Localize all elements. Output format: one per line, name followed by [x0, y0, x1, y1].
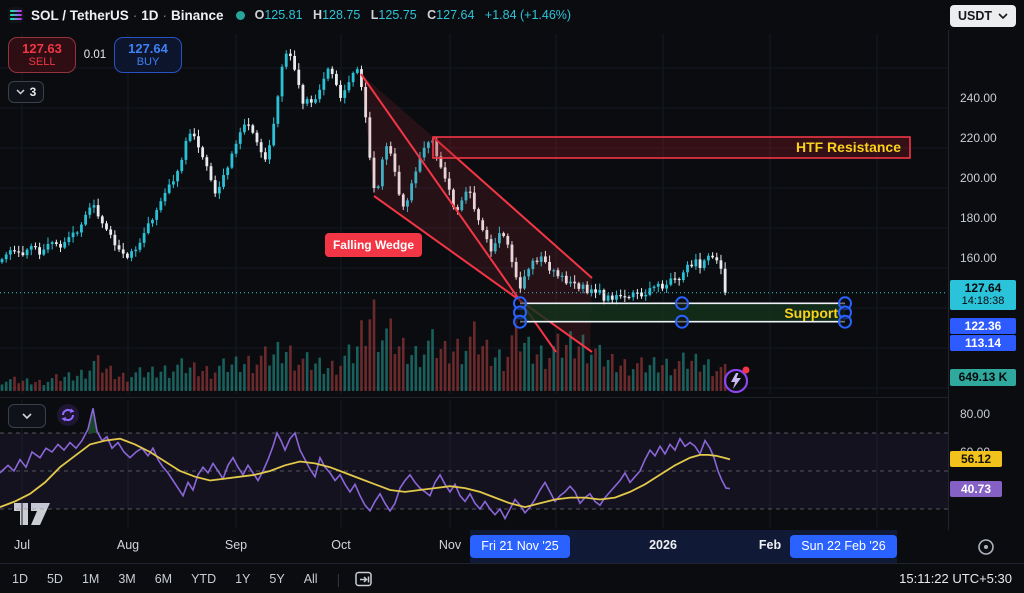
- indicator-collapse-button[interactable]: [8, 404, 46, 428]
- rsi-ma-badge: 56.12: [950, 451, 1002, 467]
- low-value: 125.75: [378, 8, 417, 22]
- price-axis[interactable]: 240.00 220.00 200.00 180.00 160.00 140.0…: [948, 30, 1024, 530]
- toolbar-divider: |: [336, 570, 341, 587]
- chevron-down-icon: [16, 89, 25, 95]
- zone-top-price-badge: 122.36: [950, 318, 1016, 334]
- range-3m[interactable]: 3M: [118, 571, 136, 586]
- bottom-toolbar: 1D 5D 1M 3M 6M YTD 1Y 5Y All | 15:11:22 …: [0, 563, 1024, 593]
- month-label: Jul: [14, 538, 30, 552]
- change-pct: (+1.46%): [520, 8, 572, 22]
- close-value: 127.64: [436, 8, 475, 22]
- chevron-down-icon: [22, 413, 32, 419]
- support-zone-handle[interactable]: [675, 314, 689, 329]
- range-5y[interactable]: 5Y: [269, 571, 285, 586]
- high-value: 128.75: [322, 8, 361, 22]
- falling-wedge-label[interactable]: Falling Wedge: [325, 233, 422, 257]
- current-price-badge: 127.64 14:18:38: [950, 280, 1016, 310]
- spread-value: 0.01: [83, 49, 107, 61]
- price-tick: 160.00: [960, 251, 997, 265]
- solana-symbol-icon: [8, 7, 24, 23]
- range-all[interactable]: All: [303, 571, 318, 586]
- range-5d[interactable]: 5D: [46, 571, 63, 586]
- notification-dot: [742, 366, 750, 374]
- go-to-date-icon[interactable]: [354, 570, 374, 588]
- flash-boost-icon[interactable]: [720, 363, 754, 395]
- rsi-value-badge: 40.73: [950, 481, 1002, 497]
- indicator-sync-icon[interactable]: [57, 404, 79, 426]
- volume-badge: 649.13 K: [950, 369, 1016, 386]
- support-zone-label[interactable]: Support: [784, 305, 838, 321]
- price-tick: 180.00: [960, 211, 997, 225]
- symbol-title[interactable]: SOL / TetherUS · 1D · Binance: [31, 7, 224, 23]
- year-label: 2026: [649, 538, 677, 552]
- chevron-down-icon: [998, 13, 1008, 19]
- month-label: Aug: [116, 538, 140, 552]
- month-label: Feb: [758, 538, 782, 552]
- price-tick: 220.00: [960, 131, 997, 145]
- bar-countdown: 14:18:38: [961, 295, 1005, 307]
- currency-dropdown[interactable]: USDT: [950, 5, 1016, 27]
- htf-resistance-label[interactable]: HTF Resistance: [795, 139, 901, 155]
- month-label: Sep: [224, 538, 248, 552]
- price-tick: 200.00: [960, 171, 997, 185]
- support-zone-handle[interactable]: [675, 296, 689, 311]
- support-zone-handle[interactable]: [838, 314, 852, 329]
- rsi-tick-80: 80.00: [960, 407, 991, 421]
- support-zone-handle[interactable]: [513, 314, 527, 329]
- range-1m[interactable]: 1M: [81, 571, 100, 586]
- month-label: Nov: [438, 538, 462, 552]
- market-status-dot: [235, 10, 245, 20]
- range-1d[interactable]: 1D: [12, 571, 28, 586]
- trade-panel: 127.63 SELL 0.01 127.64 BUY: [8, 37, 182, 73]
- timezone-settings-icon[interactable]: [976, 537, 996, 557]
- price-chart-canvas[interactable]: [0, 0, 948, 530]
- ohlc-values: O125.81 H128.75 L125.75 C127.64 +1.84 (+…: [254, 8, 572, 22]
- range-ytd[interactable]: YTD: [191, 571, 217, 586]
- range-1y[interactable]: 1Y: [235, 571, 251, 586]
- price-tick: 240.00: [960, 91, 997, 105]
- interval: 1D: [141, 7, 159, 23]
- month-label: Oct: [331, 538, 351, 552]
- session-clock[interactable]: 15:11:22 UTC+5:30: [899, 571, 1012, 586]
- chart-header: SOL / TetherUS · 1D · Binance O125.81 H128.7…: [0, 0, 1024, 30]
- range-6m[interactable]: 6M: [154, 571, 173, 586]
- change-value: +1.84: [484, 8, 517, 22]
- buy-button[interactable]: 127.64 BUY: [114, 37, 182, 73]
- sell-button[interactable]: 127.63 SELL: [8, 37, 76, 73]
- zone-bottom-price-badge: 113.14: [950, 335, 1016, 351]
- symbol-name: SOL / TetherUS: [31, 7, 129, 23]
- open-value: 125.81: [264, 8, 303, 22]
- range-start-date-badge[interactable]: Fri 21 Nov '25: [470, 535, 570, 558]
- exchange: Binance: [171, 7, 224, 23]
- time-axis[interactable]: Jul Aug Sep Oct Nov 2026 Feb Fri 21 Nov …: [0, 530, 1024, 563]
- pane-separator[interactable]: [0, 397, 1024, 398]
- range-end-date-badge[interactable]: Sun 22 Feb '26: [790, 535, 897, 558]
- object-tree-button[interactable]: 3: [8, 81, 44, 103]
